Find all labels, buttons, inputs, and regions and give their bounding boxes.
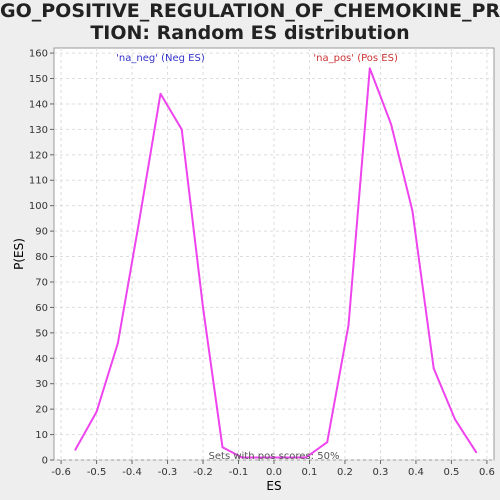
data-point [95, 410, 98, 413]
data-point [202, 306, 204, 309]
y-tick-label: 70 [35, 277, 48, 288]
x-tick-label: 0.4 [408, 467, 424, 478]
y-tick-label: 150 [29, 74, 48, 85]
data-point [475, 451, 478, 454]
data-point [116, 342, 119, 344]
chart-title-line-2: TION: Random ES distribution [90, 22, 410, 44]
data-point [411, 209, 414, 212]
series-line [74, 67, 478, 459]
x-tick-label: -0.3 [158, 467, 178, 478]
neg-es-label: 'na_neg' (Neg ES) [116, 53, 205, 64]
y-tick-label: 110 [29, 176, 48, 187]
series-group [74, 67, 478, 459]
data-point [326, 441, 329, 444]
chart-title: GO_POSITIVE_REGULATION_OF_CHEMOKINE_PROD… [0, 0, 500, 44]
x-tick-label: -0.5 [87, 467, 107, 478]
data-point [159, 92, 162, 95]
data-point [305, 456, 307, 459]
y-axis-label: P(ES) [12, 238, 26, 270]
y-tick-label: 50 [35, 328, 48, 339]
x-tick-label: 0.6 [479, 467, 495, 478]
data-point [432, 367, 435, 370]
data-point [390, 123, 392, 126]
x-tick-label: -0.1 [229, 467, 249, 478]
chart-title-line-1: GO_POSITIVE_REGULATION_OF_CHEMOKINE_PROD… [0, 0, 500, 22]
pos-scores-note: Sets with pos scores: 50% [209, 451, 340, 462]
x-tick-label: 0.1 [302, 467, 318, 478]
y-tick-label: 90 [35, 227, 48, 238]
x-tick-label: -0.6 [51, 467, 71, 478]
data-point [347, 324, 350, 327]
y-tick-label: 10 [35, 430, 48, 441]
x-tick-label: 0.5 [443, 467, 459, 478]
x-axis-ticks: -0.6 -0.5 -0.4 -0.3 -0.2 -0.1 0.0 0.1 0.2 0.3 0.4 0… [51, 460, 495, 478]
data-point [368, 67, 371, 70]
data-point [138, 220, 141, 222]
data-point [241, 456, 243, 459]
y-tick-label: 20 [35, 405, 48, 416]
data-point [454, 418, 456, 421]
data-point [74, 448, 77, 451]
y-tick-label: 130 [29, 125, 48, 136]
y-tick-label: 60 [35, 303, 48, 314]
annotations-group: 'na_neg' (Neg ES) 'na_pos' (Pos ES) Sets w… [116, 53, 398, 462]
pos-es-label: 'na_pos' (Pos ES) [313, 53, 398, 64]
y-tick-label: 160 [29, 49, 48, 60]
y-tick-label: 100 [29, 201, 48, 212]
y-tick-label: 0 [42, 456, 48, 467]
x-tick-label: 0.3 [372, 467, 388, 478]
y-tick-label: 80 [35, 252, 48, 263]
grid-lines [54, 48, 494, 461]
y-tick-label: 30 [35, 379, 48, 390]
y-tick-label: 140 [29, 99, 48, 110]
x-tick-label: 0.0 [266, 467, 282, 478]
y-tick-label: 120 [29, 150, 48, 161]
x-tick-label: -0.4 [122, 467, 142, 478]
data-point [221, 446, 224, 449]
x-tick-label: -0.2 [193, 467, 213, 478]
y-axis-ticks: 0 10 20 30 40 50 60 70 80 90 100 110 120 130 140 150 160 [29, 49, 54, 467]
data-point [180, 128, 183, 131]
x-axis-label: ES [266, 479, 281, 493]
y-tick-label: 40 [35, 354, 48, 365]
x-tick-label: 0.2 [337, 467, 353, 478]
